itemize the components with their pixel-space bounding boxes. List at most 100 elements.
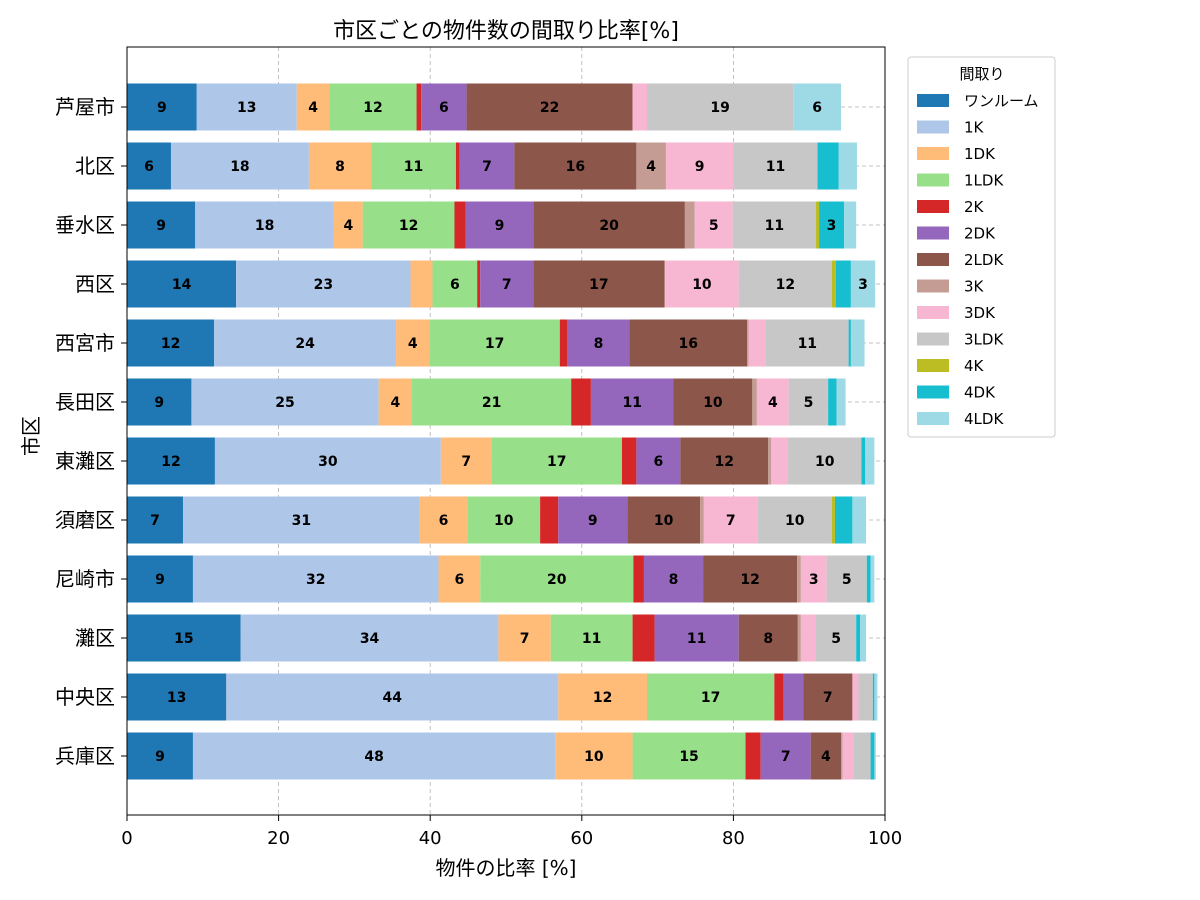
y-category-label: 灘区 bbox=[75, 626, 115, 650]
bar-value-label: 17 bbox=[701, 690, 720, 706]
legend-label: 4LDK bbox=[964, 410, 1004, 428]
legend-swatch bbox=[917, 359, 949, 372]
bar-segment bbox=[810, 732, 842, 780]
bar-value-label: 21 bbox=[482, 395, 501, 411]
bar-segment bbox=[632, 614, 655, 662]
bar-segment bbox=[590, 378, 674, 426]
bar-value-label: 4 bbox=[343, 218, 353, 234]
x-tick-label: 20 bbox=[267, 828, 290, 849]
bar-value-label: 7 bbox=[520, 631, 530, 647]
bar-value-label: 9 bbox=[588, 513, 598, 529]
legend-swatch bbox=[917, 412, 949, 425]
bar-value-label: 34 bbox=[360, 631, 380, 647]
bar-value-label: 24 bbox=[295, 336, 315, 352]
x-tick-label: 100 bbox=[868, 828, 902, 849]
y-category-label: 西区 bbox=[75, 272, 115, 296]
bar-segment bbox=[665, 260, 739, 308]
bar-segment bbox=[454, 201, 466, 249]
bar-value-label: 17 bbox=[547, 454, 566, 470]
bar-value-label: 17 bbox=[485, 336, 504, 352]
bar-value-label: 20 bbox=[547, 572, 567, 588]
bar-segment bbox=[853, 732, 871, 780]
bar-segment bbox=[673, 378, 753, 426]
bar-value-label: 13 bbox=[237, 100, 256, 116]
x-axis-label: 物件の比率 [%] bbox=[436, 856, 577, 880]
bar-segment bbox=[558, 496, 628, 544]
bar-value-label: 11 bbox=[404, 159, 423, 175]
bar-segment bbox=[858, 673, 873, 721]
bar-value-label: 4 bbox=[308, 100, 318, 116]
bar-value-label: 11 bbox=[622, 395, 641, 411]
bar-segment bbox=[703, 555, 798, 603]
bar-segment bbox=[841, 732, 843, 780]
bar-value-label: 12 bbox=[715, 454, 734, 470]
bar-value-label: 7 bbox=[781, 749, 791, 765]
bar-value-label: 8 bbox=[669, 572, 679, 588]
bar-value-label: 3 bbox=[827, 218, 837, 234]
bar-segment bbox=[803, 673, 853, 721]
bar-value-label: 3 bbox=[809, 572, 819, 588]
bar-segment bbox=[127, 260, 237, 308]
bar-value-label: 8 bbox=[335, 159, 345, 175]
bar-segment bbox=[559, 319, 568, 367]
bar-segment bbox=[694, 201, 733, 249]
bar-value-label: 31 bbox=[292, 513, 311, 529]
bar-value-label: 6 bbox=[653, 454, 663, 470]
bar-segment bbox=[629, 319, 748, 367]
bar-segment bbox=[533, 201, 685, 249]
bar-value-label: 12 bbox=[593, 690, 612, 706]
bar-segment bbox=[498, 614, 551, 662]
bar-segment bbox=[362, 201, 455, 249]
legend-swatch bbox=[917, 226, 949, 240]
y-category-label: 兵庫区 bbox=[55, 744, 115, 768]
bar-segment bbox=[558, 673, 647, 721]
y-category-label: 垂水区 bbox=[55, 213, 115, 237]
y-category-label: 芦屋市 bbox=[55, 95, 115, 119]
bar-segment bbox=[816, 614, 857, 662]
y-category-label: 尼崎市 bbox=[55, 567, 115, 591]
bar-value-label: 4 bbox=[408, 336, 418, 352]
bar-segment bbox=[874, 673, 878, 721]
bar-value-label: 16 bbox=[679, 336, 698, 352]
bar-segment bbox=[465, 201, 534, 249]
bar-segment bbox=[844, 201, 857, 249]
bar-value-label: 7 bbox=[823, 690, 833, 706]
bar-value-label: 4 bbox=[646, 159, 656, 175]
bar-segment bbox=[467, 496, 541, 544]
bar-segment bbox=[195, 201, 334, 249]
legend-label: ワンルーム bbox=[964, 92, 1039, 110]
bar-segment bbox=[646, 673, 775, 721]
bar-segment bbox=[632, 83, 647, 131]
bar-segment bbox=[621, 437, 637, 485]
bar-segment bbox=[191, 378, 379, 426]
y-category-label: 須磨区 bbox=[55, 508, 115, 532]
legend-swatch bbox=[917, 200, 949, 213]
bar-segment bbox=[646, 83, 794, 131]
legend-frame bbox=[907, 56, 1056, 438]
bar-segment bbox=[771, 437, 788, 485]
bar-segment bbox=[783, 673, 804, 721]
bar-value-label: 9 bbox=[495, 218, 505, 234]
x-tick-label: 0 bbox=[121, 828, 132, 849]
bar-segment bbox=[127, 555, 193, 603]
y-axis-label: 市区 bbox=[19, 416, 43, 456]
bar-segment bbox=[214, 437, 441, 485]
bar-value-label: 17 bbox=[589, 277, 608, 293]
chart-title: 市区ごとの物件数の間取り比率[%] bbox=[333, 19, 679, 44]
bar-segment bbox=[127, 142, 171, 190]
bar-segment bbox=[127, 496, 184, 544]
bar-segment bbox=[459, 142, 515, 190]
bar-segment bbox=[852, 496, 867, 544]
bar-segment bbox=[874, 732, 876, 780]
bar-segment bbox=[555, 732, 633, 780]
bar-segment bbox=[296, 83, 330, 131]
bar-value-label: 12 bbox=[399, 218, 418, 234]
bar-segment bbox=[752, 378, 757, 426]
bar-segment bbox=[684, 201, 695, 249]
legend: 間取り ワンルーム 1K 1DK 1LDK 2K 2DK 2LDK 3K 3DK 3LDK 4K 4D… bbox=[907, 56, 1056, 438]
bar-segment bbox=[455, 142, 460, 190]
bar-value-label: 16 bbox=[566, 159, 585, 175]
bar-segment bbox=[747, 319, 749, 367]
legend-label: 3DK bbox=[964, 304, 996, 322]
bar-segment bbox=[170, 142, 309, 190]
